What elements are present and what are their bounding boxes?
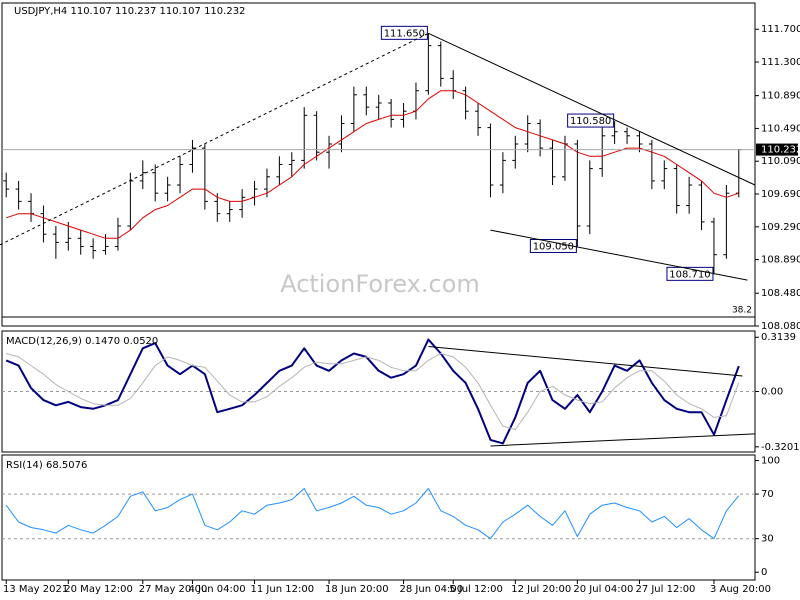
panel-frame [1, 2, 756, 327]
trendline [490, 433, 755, 447]
annotation-label: 110.580 [570, 116, 611, 127]
y-tick-label: 108.480 [761, 288, 800, 299]
y-tick-label: 110.090 [761, 156, 800, 167]
series-line [5, 338, 740, 445]
x-tick-label: 3 Aug 20:00 [710, 584, 771, 595]
series-line [6, 90, 739, 239]
y-tick-label: 108.890 [761, 255, 800, 266]
annotation-label: 111.650 [384, 28, 425, 39]
x-tick-label: 4 Jun 04:00 [188, 584, 245, 595]
panel-frame [1, 454, 756, 581]
y-tick-label: 111.300 [761, 57, 800, 68]
x-tick-label: 12 Jul 20:00 [511, 584, 571, 595]
last-price-box [756, 143, 798, 156]
y-tick-label: 30 [761, 534, 774, 545]
x-tick-label: 28 Jun 04:00 [400, 584, 464, 595]
x-tick-label: 27 Jul 12:00 [635, 584, 695, 595]
y-tick-label: 109.690 [761, 189, 800, 200]
x-tick-label: 11 Jun 12:00 [251, 584, 315, 595]
y-tick-label: 100 [761, 456, 780, 467]
fib-label: 38.2 [732, 305, 752, 315]
series-line [5, 488, 740, 540]
y-tick-label: 0 [761, 567, 767, 578]
trendline [428, 346, 743, 377]
x-tick-label: 18 Jun 20:00 [325, 584, 389, 595]
chart-title: USDJPY,H4 110.107 110.237 110.107 110.23… [14, 6, 245, 17]
y-tick-label: 0.3139 [761, 332, 796, 343]
x-tick-label: 20 May 12:00 [64, 584, 133, 595]
annotation-box [529, 238, 577, 253]
x-tick-label: 5 Jul 12:00 [449, 584, 503, 595]
last-price-label: 110.232 [761, 145, 800, 156]
y-tick-label: 70 [761, 489, 774, 500]
x-tick-label: 13 May 2021 [3, 584, 68, 595]
annotation-box [567, 113, 615, 128]
y-tick-label: 111.700 [761, 24, 800, 35]
y-tick-label: 108.080 [761, 321, 800, 332]
trendline [490, 229, 748, 281]
trendline [0, 32, 429, 246]
y-tick-label: 110.890 [761, 91, 800, 102]
panel-title: MACD(12,26,9) 0.1470 0.0520 [6, 336, 158, 347]
y-tick-label: 109.290 [761, 222, 800, 233]
y-tick-label: 0.00 [761, 387, 783, 398]
series-line [6, 353, 740, 430]
annotation-box [380, 25, 428, 40]
y-tick-label: 110.490 [761, 123, 800, 134]
y-tick-label: -0.3201 [761, 442, 800, 453]
x-tick-label: 20 Jul 04:00 [573, 584, 633, 595]
panel-title: RSI(14) 68.5076 [6, 460, 87, 471]
annotation-label: 109.050 [533, 241, 574, 252]
watermark: ActionForex.com [280, 270, 480, 298]
trendline [428, 32, 756, 186]
annotation-label: 108.710 [669, 269, 710, 280]
x-tick-label: 27 May 20:00 [139, 584, 208, 595]
